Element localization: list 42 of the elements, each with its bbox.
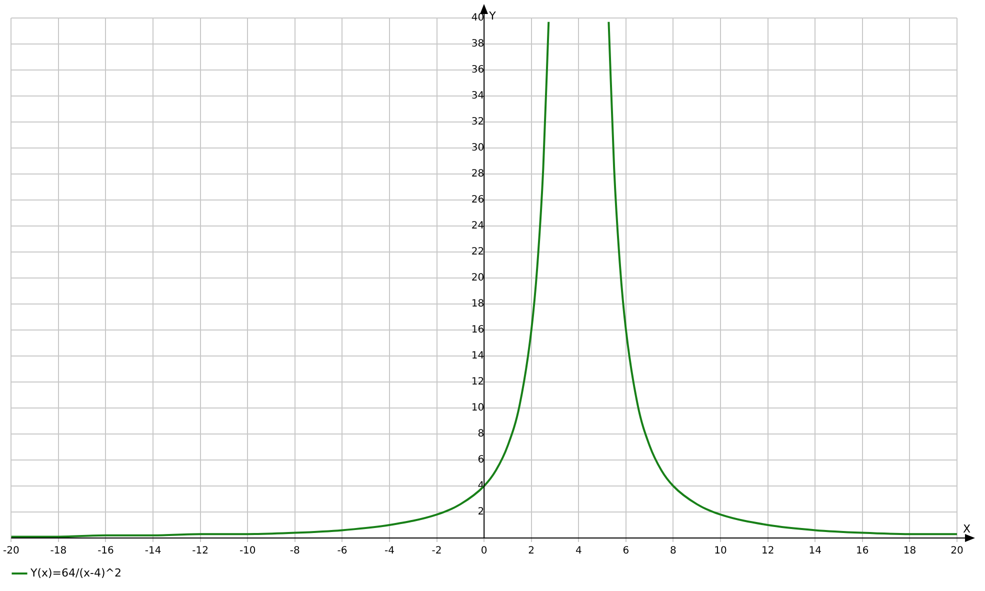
x-tick-label: -4 (384, 546, 394, 557)
x-tick-label: -16 (98, 546, 114, 557)
y-tick-label: 16 (471, 324, 484, 336)
y-tick-label: 18 (471, 298, 484, 310)
y-tick-label: 12 (471, 376, 484, 388)
x-tick-label: -20 (2, 546, 20, 557)
x-tick-label: -18 (50, 546, 67, 557)
x-tick-label: -6 (337, 546, 348, 557)
x-tick-label: -8 (290, 546, 300, 557)
y-tick-label: 10 (471, 402, 484, 414)
legend-label: Y(x)=64/(x-4)^2 (30, 566, 122, 580)
x-tick-label: -12 (192, 546, 209, 557)
y-tick-label: 28 (471, 168, 484, 180)
y-tick-label: 20 (471, 272, 484, 284)
y-tick-label: 30 (471, 142, 484, 154)
x-tick-label: 12 (761, 546, 774, 557)
y-tick-label: 36 (471, 64, 484, 76)
x-tick-label: 2 (528, 546, 535, 557)
x-tick-label: 10 (714, 546, 727, 557)
x-tick-label: 6 (622, 546, 630, 557)
y-tick-label: 34 (471, 90, 484, 102)
x-tick-label: 0 (480, 546, 488, 557)
x-tick-label: 20 (950, 546, 964, 557)
y-tick-label: 32 (471, 116, 484, 128)
y-tick-label: 2 (478, 506, 484, 518)
x-tick-label: 4 (575, 546, 582, 557)
y-tick-label: 22 (471, 246, 484, 258)
x-tick-label: 18 (903, 546, 916, 557)
x-tick-label: -14 (144, 546, 162, 557)
x-tick-label: -2 (432, 546, 442, 557)
x-tick-label: -10 (239, 546, 256, 557)
x-tick-label: 16 (856, 546, 869, 557)
y-tick-label: 8 (478, 428, 484, 440)
x-axis-title: X (963, 522, 971, 536)
y-tick-label: 38 (471, 38, 484, 50)
y-tick-label: 26 (471, 194, 484, 206)
y-tick-label: 24 (471, 220, 484, 232)
y-tick-label: 14 (471, 350, 484, 362)
y-axis-title: Y (488, 9, 496, 22)
x-tick-label: 8 (670, 546, 676, 557)
y-tick-label: 6 (478, 454, 484, 466)
x-tick-label: 14 (808, 546, 822, 557)
